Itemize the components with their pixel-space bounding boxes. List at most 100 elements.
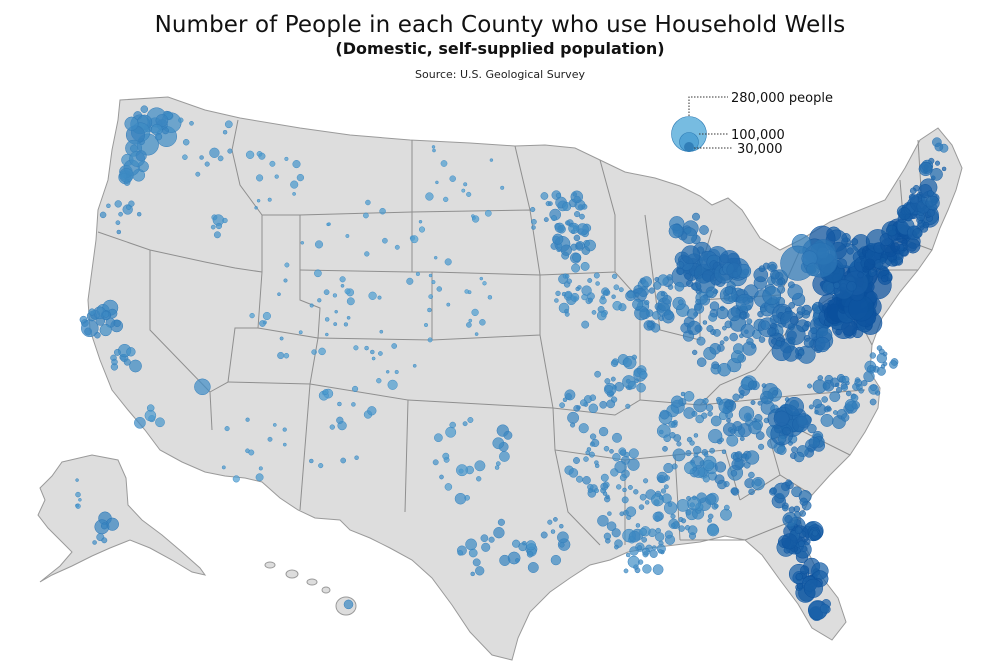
county-bubble [674,281,685,292]
county-bubble [670,523,676,528]
county-bubble [317,298,322,303]
county-bubble [277,351,285,360]
county-bubble [586,447,592,452]
county-bubble [354,455,359,460]
size-legend: 280,000 people 100,000 30,000 [671,91,833,157]
county-bubble [890,259,898,266]
county-bubble [723,336,729,342]
county-bubble [798,540,805,548]
county-bubble [570,190,584,204]
county-bubble [638,504,645,510]
county-bubble [346,315,351,320]
county-bubble [209,147,220,158]
county-bubble [930,168,943,181]
county-bubble [255,473,264,482]
county-bubble [705,404,714,412]
county-bubble [660,291,666,297]
county-bubble [495,461,501,466]
county-bubble [415,271,420,277]
county-bubble [115,220,121,226]
county-bubble [845,390,852,397]
county-bubble [499,451,510,462]
county-bubble [462,421,468,427]
county-bubble [909,194,920,204]
county-bubble [258,466,263,471]
county-bubble [771,341,792,362]
county-bubble [685,450,692,457]
county-bubble [311,349,317,355]
county-bubble [282,427,287,432]
county-bubble [628,380,637,390]
county-bubble [644,500,650,505]
county-bubble [750,400,756,406]
county-bubble [232,475,240,483]
county-bubble [554,222,565,233]
county-bubble [567,411,580,424]
county-bubble [642,547,650,556]
county-bubble [427,337,433,343]
county-bubble [727,406,733,411]
county-bubble [114,200,122,208]
county-bubble [554,298,559,303]
county-bubble [611,273,618,279]
county-bubble [102,310,110,318]
county-bubble [368,291,377,300]
county-bubble [676,441,682,447]
county-bubble [570,243,578,251]
county-bubble [672,448,686,462]
county-bubble [863,258,876,270]
county-bubble [272,423,277,427]
county-bubble [134,416,146,429]
county-bubble [155,114,169,127]
county-bubble [497,518,505,526]
county-bubble [732,393,740,401]
county-bubble [812,398,822,409]
county-bubble [129,359,142,373]
county-bubble [128,200,135,207]
county-bubble [784,515,793,524]
county-bubble [340,283,345,288]
county-bubble [472,558,481,567]
county-bubble [564,290,573,299]
county-bubble [378,351,383,356]
county-bubble [726,418,731,423]
county-bubble [100,522,108,530]
county-bubble [245,417,250,422]
county-bubble [258,152,266,160]
county-bubble [777,445,787,455]
county-bubble [651,545,657,551]
county-bubble [551,215,557,222]
county-bubble [550,529,556,534]
county-bubble [686,495,692,501]
county-bubble [531,225,536,230]
county-bubble [318,347,326,356]
county-bubble [909,187,917,195]
county-bubble [352,385,359,392]
county-bubble [748,421,762,435]
county-bubble [570,422,576,428]
county-bubble [770,269,780,280]
county-bubble [577,285,582,290]
county-bubble [735,293,754,312]
county-bubble [282,442,287,447]
county-bubble [298,330,303,335]
county-bubble [789,315,799,325]
county-bubble [572,252,582,263]
county-bubble [113,348,121,356]
county-bubble [702,397,709,405]
county-bubble [788,506,796,513]
county-bubble [580,261,590,271]
county-bubble [376,378,382,384]
county-bubble [927,189,934,197]
county-bubble [695,298,702,305]
county-bubble [758,336,766,343]
county-bubble [612,453,621,462]
county-bubble [643,478,649,484]
county-bubble [418,219,423,224]
county-bubble [678,299,684,305]
map-title: Number of People in each County who use … [154,12,846,38]
county-bubble [182,138,190,146]
county-bubble [468,318,473,323]
county-bubble [733,343,744,354]
